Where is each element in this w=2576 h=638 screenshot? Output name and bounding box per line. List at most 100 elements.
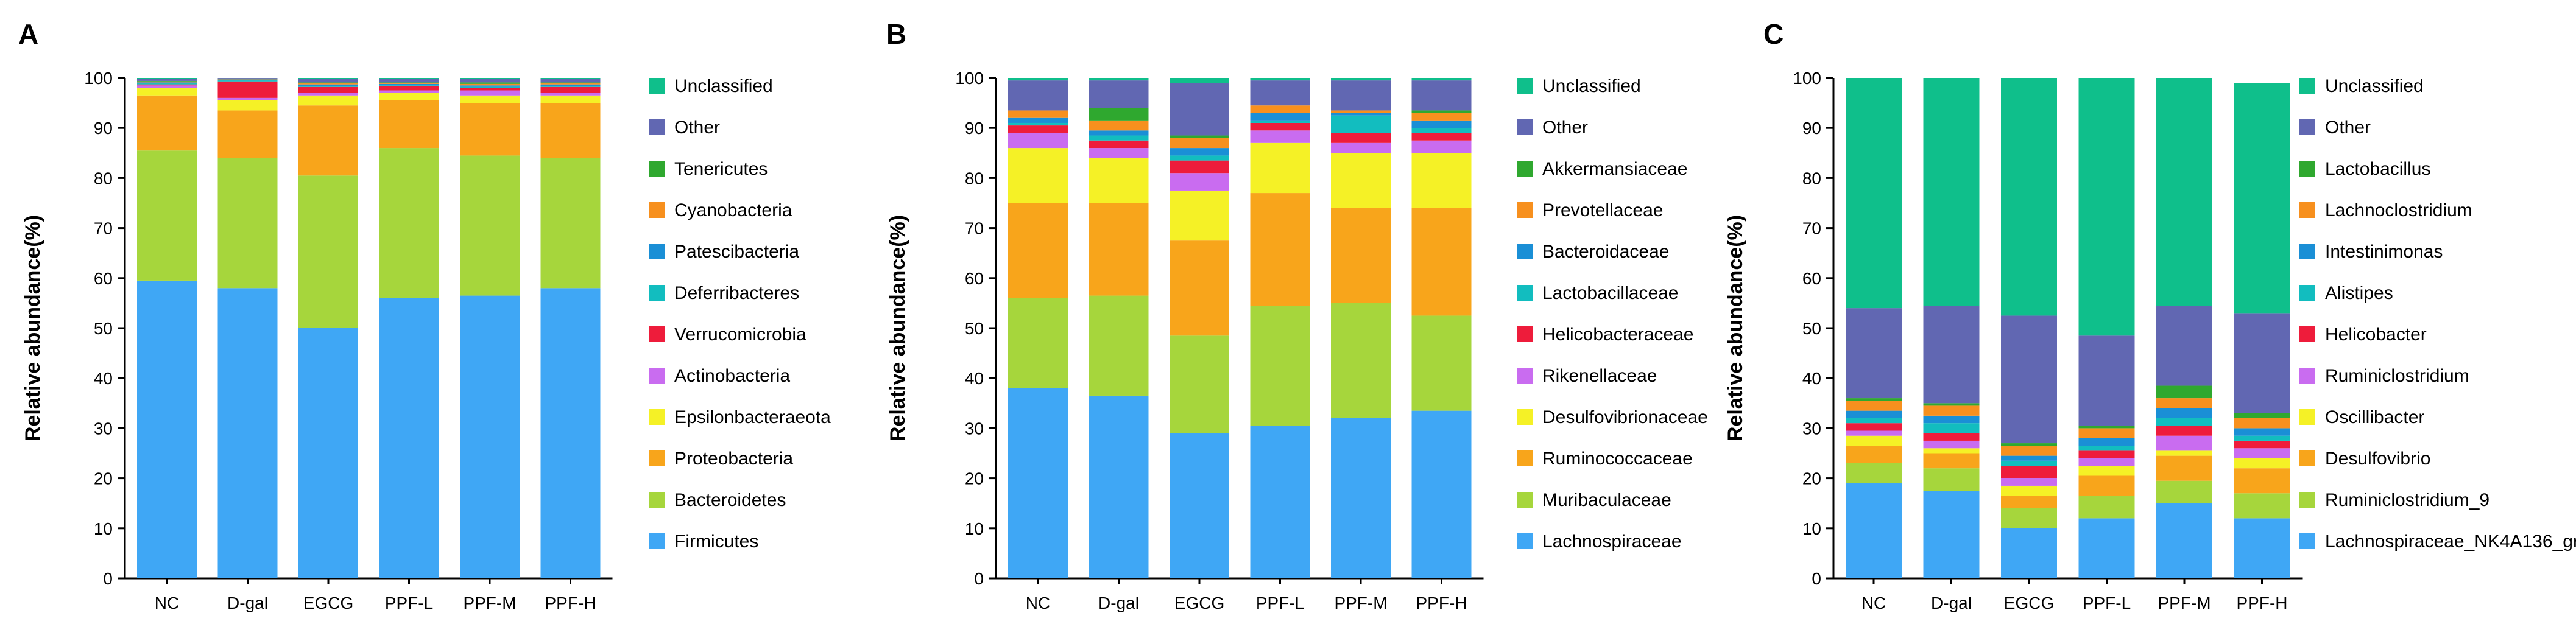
panel-b-y-tick-label: 100 xyxy=(955,69,984,88)
panel-a-bar-segment-unclassified xyxy=(298,78,358,79)
panel-a-y-tick-label: 100 xyxy=(84,69,113,88)
panel-a-bar-segment-bacteroidetes xyxy=(298,175,358,328)
panel-b-bar-segment-lachnospiraceae xyxy=(1331,418,1391,578)
panel-a-bar-segment-firmicutes xyxy=(137,280,197,578)
panel-b-bar-segment-unclassified xyxy=(1089,78,1149,81)
panel-c-bar-segment-lactobacillus xyxy=(2001,443,2057,446)
panel-c-x-tick-label: PPF-L xyxy=(2083,594,2131,612)
panel-b-bar-segment-muribaculaceae xyxy=(1411,315,1472,411)
panel-c-bar-segment-lachnospiraceae-nk4a136-group xyxy=(1846,483,1902,578)
panel-b-legend-label: Ruminococcaceae xyxy=(1542,449,1693,469)
panel-a-bar-segment-actinobacteria xyxy=(379,90,439,93)
panel-b-legend-label: Rikenellaceae xyxy=(1542,366,1657,386)
panel-c-bar-segment-desulfovibrio xyxy=(2156,455,2212,481)
panel-c-bar-segment-ruminiclostridium-9 xyxy=(1923,468,1980,491)
panel-b-bar-segment-rikenellaceae xyxy=(1089,148,1149,158)
panel-b-bar-segment-ruminococcaceae xyxy=(1331,208,1391,303)
panel-b-legend-label: Prevotellaceae xyxy=(1542,200,1663,220)
panel-b-bar-segment-rikenellaceae xyxy=(1008,133,1068,149)
panel-c-bar-segment-lachnoclostridium xyxy=(2234,418,2290,429)
panel-a-bar-segment-epsilonbacteraeota xyxy=(379,93,439,100)
panel-b-legend-label: Lactobacillaceae xyxy=(1542,283,1679,303)
panel-c-bar-segment-alistipes xyxy=(2234,435,2290,441)
panel-a-bar-segment-other xyxy=(298,79,358,83)
panel-a-legend-label: Bacteroidetes xyxy=(674,490,786,510)
panel-c-bar-segment-alistipes xyxy=(2078,446,2135,451)
panel-c-bar-segment-lachnospiraceae-nk4a136-group xyxy=(2078,518,2135,578)
panel-a-legend-swatch xyxy=(649,368,665,384)
panel-c-bar-segment-desulfovibrio xyxy=(1923,453,1980,469)
panel-c-legend-label: Unclassified xyxy=(2325,76,2424,96)
panel-a-legend-swatch xyxy=(649,492,665,508)
panel-c-bar-segment-ruminiclostridium xyxy=(1846,430,1902,436)
panel-a-legend-label: Verrucomicrobia xyxy=(674,324,806,345)
panel-c-legend-swatch xyxy=(2299,450,2315,466)
panel-a-bar-segment-firmicutes xyxy=(540,288,601,578)
panel-c-bar-segment-oscillibacter xyxy=(1846,435,1902,446)
panel-a-bar-segment-deferribacteres xyxy=(137,83,197,85)
panel-a-bar-segment-firmicutes xyxy=(298,328,358,578)
panel-c-bar-segment-intestinimonas xyxy=(2234,428,2290,436)
panel-a-bar-segment-tenericutes xyxy=(137,80,197,82)
panel-c-bar-segment-unclassified xyxy=(1846,78,1902,309)
panel-c-bar-segment-unclassified xyxy=(1923,78,1980,306)
panel-b-bar-segment-bacteroidaceae xyxy=(1411,120,1472,128)
panel-b-bar-segment-rikenellaceae xyxy=(1331,142,1391,153)
panel-c-bar-segment-oscillibacter xyxy=(2234,458,2290,469)
panel-a-bar-segment-firmicutes xyxy=(460,295,520,578)
panel-a-y-tick-label: 20 xyxy=(94,469,113,488)
panel-c-bar-segment-lactobacillus xyxy=(1923,403,1980,406)
panel-c-bar-segment-alistipes xyxy=(1923,423,1980,433)
panel-c-y-tick-label: 100 xyxy=(1793,69,1821,88)
panel-b-legend-swatch xyxy=(1517,285,1533,301)
panel-b-bar-segment-other xyxy=(1411,80,1472,111)
panel-b-legend-label: Muribaculaceae xyxy=(1542,490,1671,510)
panel-b-bar-segment-unclassified xyxy=(1411,78,1472,81)
panel-a-bar-segment-unclassified xyxy=(379,78,439,79)
panel-c-y-tick-label: 80 xyxy=(1802,169,1821,188)
panel-a-bar-segment-patescibacteria xyxy=(298,84,358,86)
panel-c-legend-label: Ruminiclostridium xyxy=(2325,366,2469,386)
panel-b-legend-swatch xyxy=(1517,368,1533,384)
panel-b-bar-segment-rikenellaceae xyxy=(1411,140,1472,153)
panel-a-bar-segment-cyanobacteria xyxy=(379,83,439,84)
panel-c-y-axis-title: Relative abundance(%) xyxy=(1724,215,1747,441)
panel-c-bar-segment-unclassified xyxy=(2078,78,2135,336)
panel-c-y-tick-label: 20 xyxy=(1802,469,1821,488)
panel-b-legend-swatch xyxy=(1517,119,1533,135)
panel-c-x-tick-label: PPF-M xyxy=(2158,594,2211,612)
panel-b-bar-segment-bacteroidaceae xyxy=(1089,130,1149,136)
panel-b-bar-segment-helicobacteraceae xyxy=(1008,125,1068,133)
panel-c-y-tick-label: 0 xyxy=(1812,569,1821,588)
panel-b-bar-segment-unclassified xyxy=(1331,78,1391,81)
panel-a-bar-segment-other xyxy=(460,79,520,83)
panel-c-y-tick-label: 50 xyxy=(1802,319,1821,338)
panel-b-bar-segment-helicobacteraceae xyxy=(1170,160,1229,174)
panel-c-x-tick-label: PPF-H xyxy=(2237,594,2288,612)
panel-b-y-tick-label: 70 xyxy=(965,219,984,238)
panel-a-bar-segment-bacteroidetes xyxy=(540,158,601,289)
panel-c-legend-label: Desulfovibrio xyxy=(2325,449,2430,469)
panel-c-legend-label: Intestinimonas xyxy=(2325,242,2443,262)
panel-b-legend-label: Other xyxy=(1542,117,1588,138)
panel-a-bar-segment-verrucomicrobia xyxy=(217,81,278,98)
panel-c-bar-segment-helicobacter xyxy=(2078,450,2135,458)
panel-c-bar-segment-lachnoclostridium xyxy=(2078,428,2135,438)
panel-b-bar-segment-helicobacteraceae xyxy=(1411,133,1472,141)
panel-a-bar-segment-proteobacteria xyxy=(460,103,520,156)
panel-b-legend-swatch xyxy=(1517,492,1533,508)
panel-c-bar-segment-ruminiclostridium-9 xyxy=(2234,493,2290,519)
panel-c-y-tick-label: 10 xyxy=(1802,519,1821,538)
panel-c-bar-segment-other xyxy=(2001,315,2057,444)
panel-b-bar-segment-ruminococcaceae xyxy=(1089,203,1149,296)
panel-b-bar-segment-lactobacillaceae xyxy=(1008,122,1068,126)
panel-c-bar-segment-alistipes xyxy=(2001,460,2057,466)
panel-b-bar-segment-akkermansiaceae xyxy=(1411,110,1472,113)
panel-c-bar-segment-ruminiclostridium-9 xyxy=(2078,496,2135,519)
panel-b-bar-segment-desulfovibrionaceae xyxy=(1089,158,1149,203)
panel-b-bar-segment-prevotellaceae xyxy=(1250,105,1310,113)
panel-c-legend-swatch xyxy=(2299,492,2315,508)
panel-a-bar-segment-actinobacteria xyxy=(137,85,197,88)
panel-b-bar-segment-muribaculaceae xyxy=(1331,303,1391,418)
panel-a-legend-swatch xyxy=(649,450,665,466)
